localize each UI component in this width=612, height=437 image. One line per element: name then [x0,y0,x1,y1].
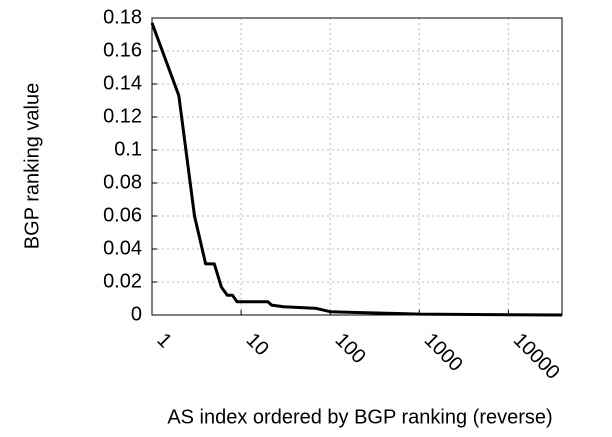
x-tick-label: 100 [331,329,370,368]
y-axis-label: BGP ranking value [21,83,43,249]
y-tick-label: 0.1 [114,138,142,160]
y-tick-label: 0.14 [103,72,142,94]
y-tick-label: 0.04 [103,237,142,259]
y-tick-label: 0.02 [103,270,142,292]
x-tick-label: 10000 [509,329,564,384]
x-tick-label: 1000 [420,329,467,376]
y-tick-label: 0.16 [103,39,142,61]
y-tick-label: 0.18 [103,6,142,28]
x-tick-label: 1 [152,329,175,352]
y-tick-label: 0.08 [103,171,142,193]
x-tick-label: 10 [242,329,273,360]
x-axis-label: AS index ordered by BGP ranking (reverse… [167,406,552,428]
y-tick-label: 0.06 [103,204,142,226]
plot-frame [151,17,563,316]
data-line [150,22,563,317]
y-tick-label: 0 [131,303,142,325]
y-tick-label: 0.12 [103,105,142,127]
